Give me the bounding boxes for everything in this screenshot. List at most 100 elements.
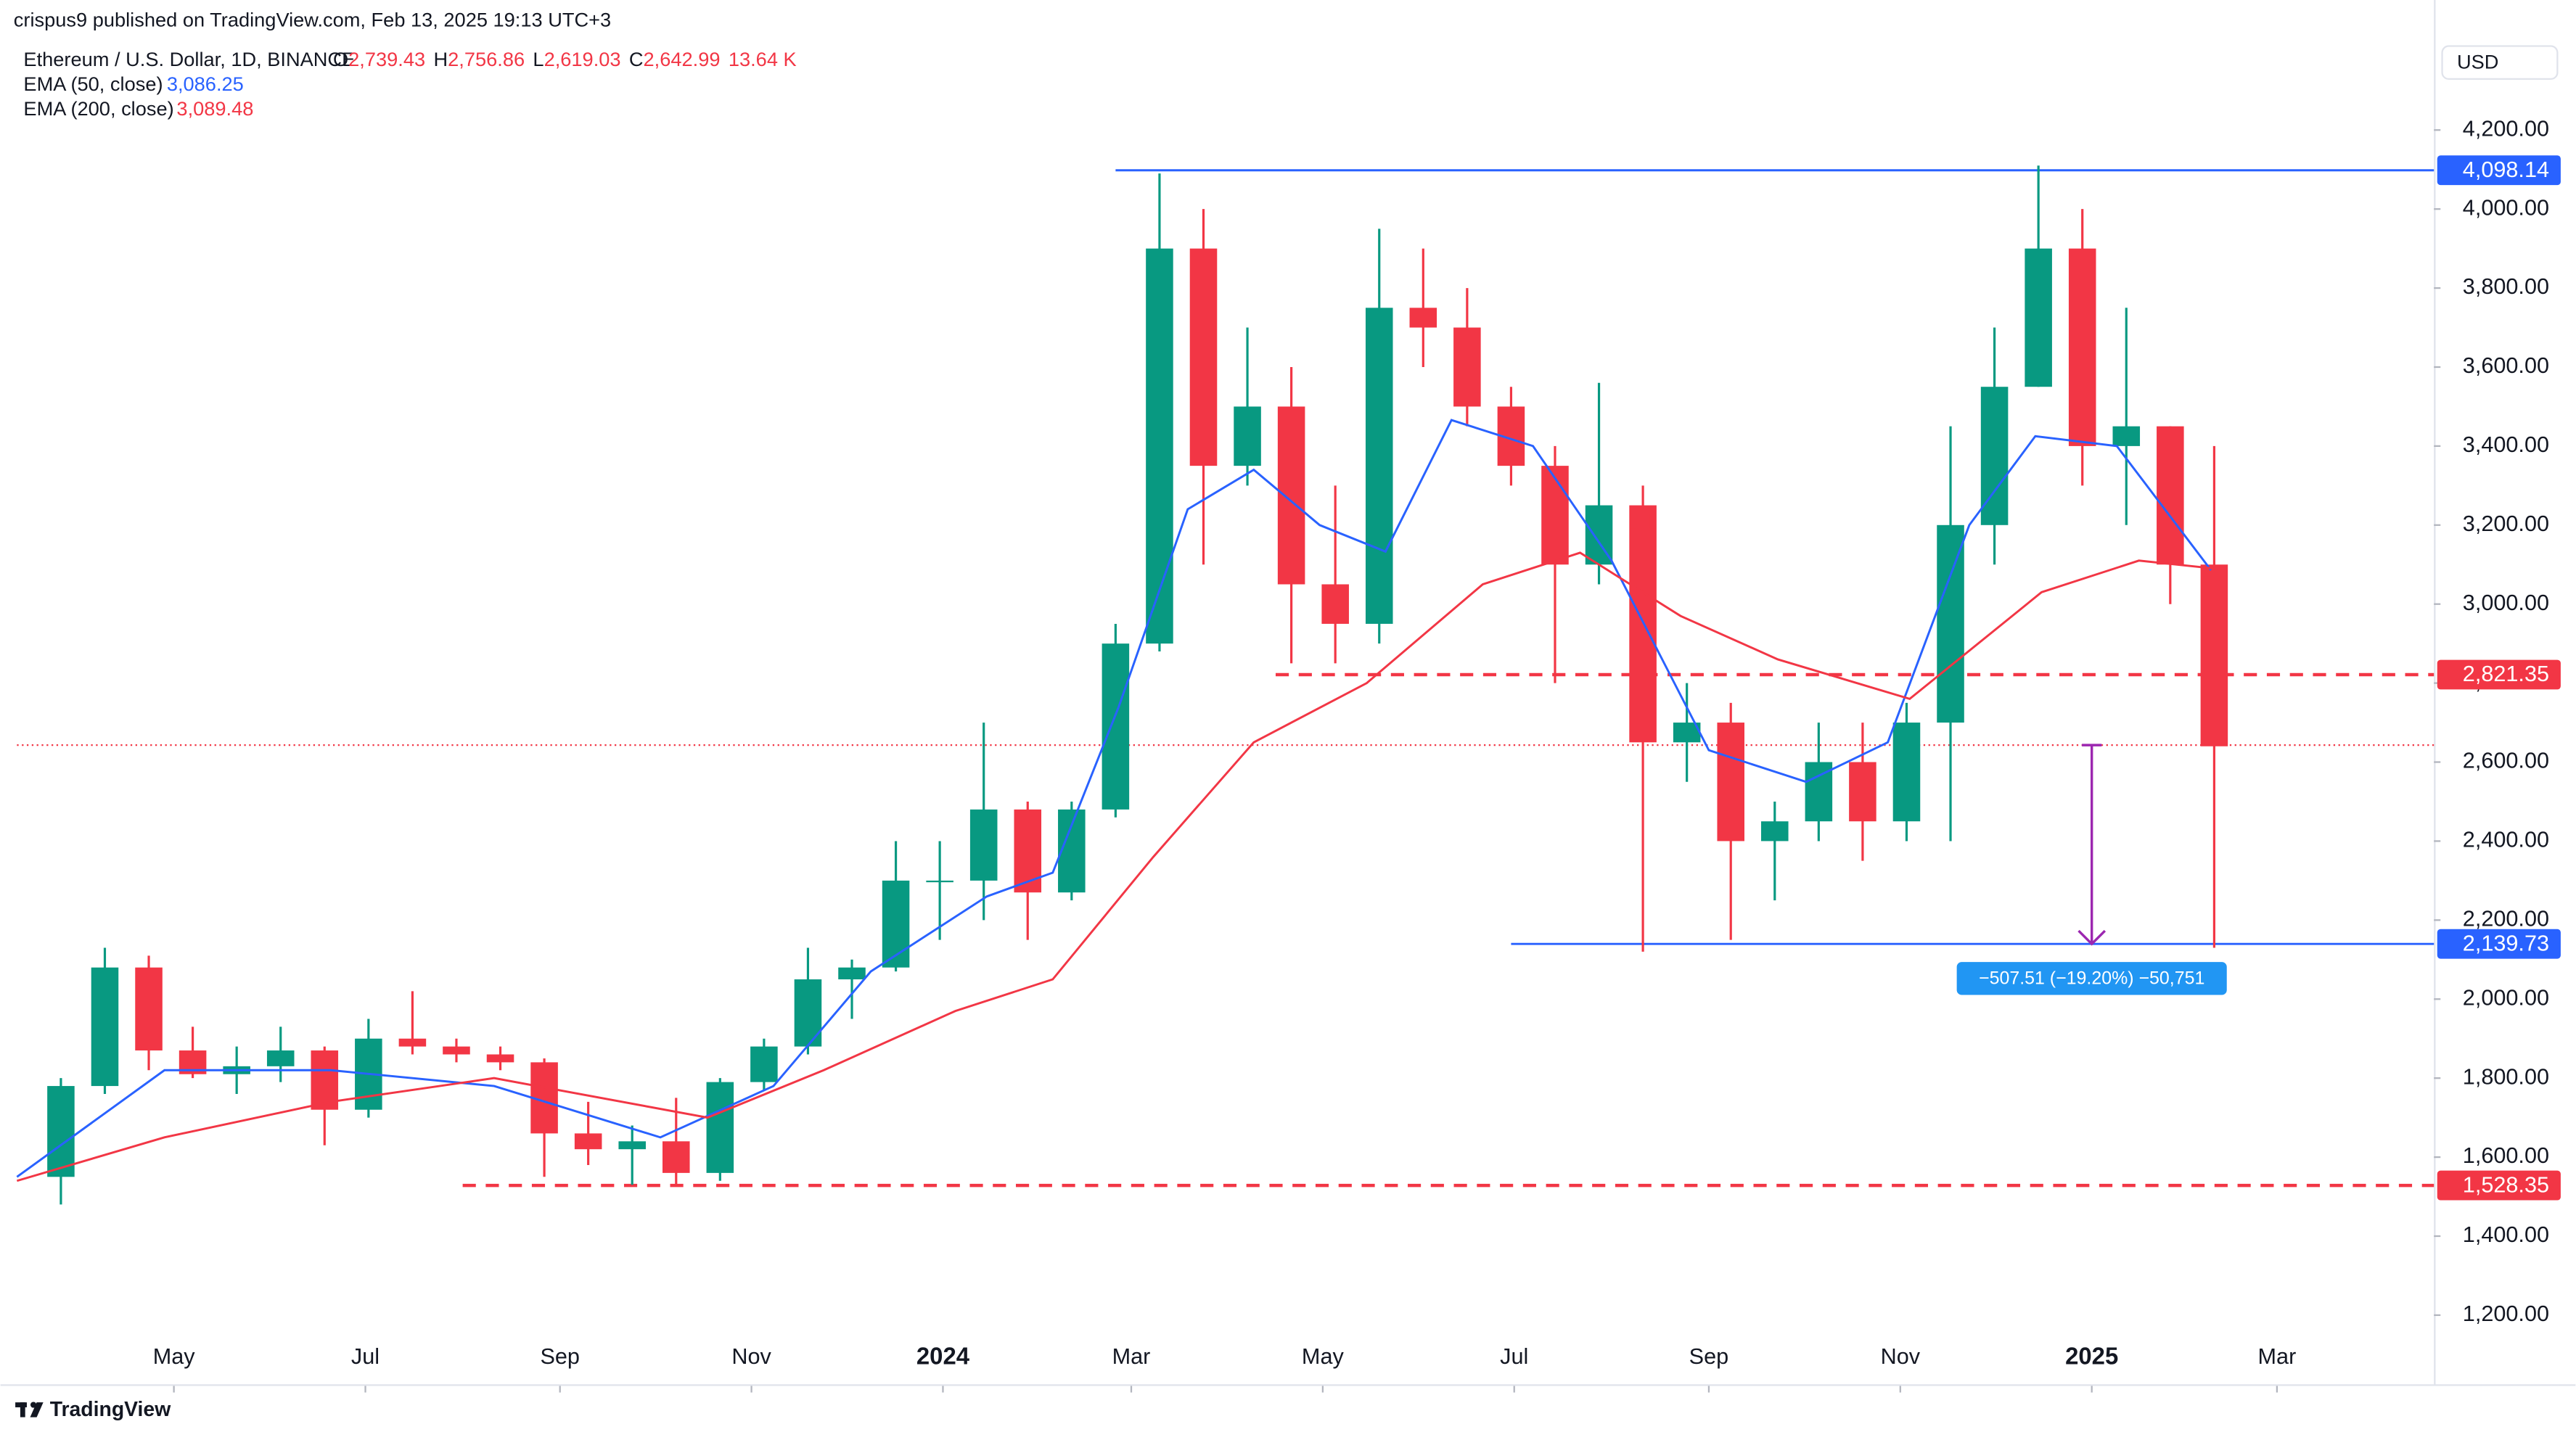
ohlc-key: H — [433, 48, 448, 70]
level-label-box — [2437, 155, 2561, 186]
published-note: crispus9 published on TradingView.com, F… — [14, 9, 611, 31]
candle-body — [398, 1038, 427, 1047]
candle-body — [1761, 821, 1789, 841]
candle-body — [1849, 762, 1876, 822]
candle-body — [1014, 809, 1042, 893]
ema50-value: 3,086.25 — [167, 73, 244, 95]
x-tick-label: Jul — [351, 1344, 380, 1369]
candle-body — [135, 967, 163, 1051]
brand: TradingView — [50, 1398, 171, 1421]
x-tick-label: Mar — [2258, 1344, 2297, 1369]
ema50-legend: EMA (50, close) — [23, 73, 163, 95]
measure-label: −507.51 (−19.20%) −50,751 — [1979, 968, 2204, 989]
ohlc-value: 2,739.43 — [348, 48, 425, 70]
candle-body — [1409, 308, 1437, 328]
candle-body — [47, 1086, 75, 1177]
x-tick-label: Sep — [1689, 1344, 1729, 1369]
ema-line — [16, 551, 2218, 1182]
level-label-box — [2437, 1170, 2561, 1201]
ohlc-legend: O2,739.43 H2,756.86 L2,619.03 C2,642.99 13.6… — [333, 48, 797, 70]
level-label-box — [2437, 659, 2561, 690]
y-tick-label: 1,800.00 — [2463, 1064, 2549, 1089]
ohlc-key: L — [533, 48, 543, 70]
candle-body — [618, 1141, 646, 1150]
ohlc-text: O2,739.43 H2,756.86 L2,619.03 C2,642.99 13.6… — [333, 48, 797, 70]
candle-body — [662, 1141, 690, 1173]
x-tick-label: May — [153, 1344, 196, 1369]
y-tick-label: 1,600.00 — [2463, 1143, 2549, 1168]
candle-body — [91, 967, 119, 1087]
level-label: 2,139.73 — [2463, 931, 2549, 955]
candle-body — [2112, 426, 2141, 446]
level-label: 2,821.35 — [2463, 662, 2549, 686]
x-tick-label: May — [1302, 1344, 1345, 1369]
y-tick-label: 1,400.00 — [2463, 1222, 2549, 1247]
candle-body — [969, 809, 998, 881]
candle-body — [574, 1133, 602, 1150]
candle-body — [486, 1054, 514, 1063]
y-tick-label: 2,400.00 — [2463, 828, 2549, 852]
level-label-box — [2437, 929, 2561, 959]
logo-part — [30, 1402, 37, 1408]
candle-body — [1189, 248, 1218, 466]
candle-body — [1102, 643, 1130, 810]
currency-box[interactable] — [2441, 45, 2559, 81]
candle-body — [1453, 327, 1481, 407]
candle-body — [1892, 723, 1921, 822]
candle-body — [1321, 584, 1349, 624]
symbol: Ethereum / U.S. Dollar, 1D, BINANCE — [23, 48, 355, 70]
y-tick-label: 3,600.00 — [2463, 353, 2549, 378]
x-tick-label: Mar — [1112, 1344, 1151, 1369]
candle-body — [443, 1046, 470, 1055]
candle-body — [1937, 524, 1964, 723]
candle-body — [1277, 406, 1305, 585]
ohlc-value: 2,619.03 — [544, 48, 621, 70]
candle-body — [1717, 723, 1745, 841]
measure-head — [2077, 929, 2107, 946]
candle-body — [2200, 564, 2228, 746]
ema200-value: 3,089.48 — [176, 97, 253, 120]
x-tick-label: 2024 — [916, 1343, 970, 1370]
volume: 13.64 K — [729, 48, 797, 70]
arrow-marker — [1629, 514, 1657, 543]
y-tick-label: 2,600.00 — [2463, 749, 2549, 773]
ohlc-value: 2,756.86 — [448, 48, 525, 70]
candle-body — [926, 880, 953, 883]
y-tick-label: 1,200.00 — [2463, 1301, 2549, 1326]
ohlc-key: O — [333, 48, 348, 70]
x-tick-label: Jul — [1500, 1344, 1528, 1369]
x-tick-label: 2025 — [2065, 1343, 2118, 1370]
logo-part — [30, 1402, 44, 1417]
y-tick-label: 3,800.00 — [2463, 274, 2549, 299]
candle-body — [1146, 248, 1173, 644]
y-tick-label: 4,200.00 — [2463, 116, 2549, 141]
y-tick-label: 4,000.00 — [2463, 195, 2549, 220]
candle-body — [1234, 406, 1261, 466]
logo-part — [20, 1402, 25, 1417]
candle-body — [311, 1050, 339, 1110]
candle-body — [1365, 308, 1393, 624]
x-tick-label: Nov — [1881, 1344, 1921, 1369]
brand-logo — [15, 1402, 44, 1417]
y-tick-label: 3,200.00 — [2463, 511, 2549, 536]
y-tick-label: 3,000.00 — [2463, 591, 2549, 615]
measure-label-box — [1956, 962, 2227, 995]
candle-body — [838, 967, 866, 980]
level-label: 4,098.14 — [2463, 157, 2549, 182]
x-tick-label: Nov — [731, 1344, 771, 1369]
level-label: 1,528.35 — [2463, 1172, 2549, 1197]
y-tick-label: 2,000.00 — [2463, 985, 2549, 1010]
candle-body — [750, 1046, 778, 1082]
y-tick-label: 2,200.00 — [2463, 906, 2549, 931]
ohlc-key: C — [629, 48, 644, 70]
candle-body — [266, 1050, 295, 1066]
y-tick-label: 3,400.00 — [2463, 432, 2549, 457]
candle-body — [1541, 466, 1569, 565]
candle-body — [794, 979, 822, 1047]
x-tick-label: Sep — [540, 1344, 580, 1369]
candle-body — [2025, 248, 2052, 387]
candle-body — [2068, 248, 2096, 446]
